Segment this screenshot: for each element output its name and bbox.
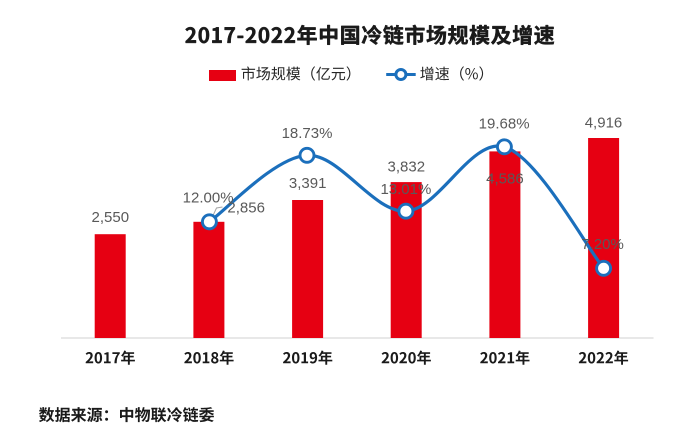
svg-text:3,391: 3,391	[289, 175, 327, 192]
svg-text:2,550: 2,550	[92, 209, 130, 226]
svg-text:12.00%: 12.00%	[183, 190, 234, 207]
svg-text:2,856: 2,856	[227, 200, 265, 217]
svg-text:13.01%: 13.01%	[380, 181, 431, 198]
svg-text:18.73%: 18.73%	[282, 125, 333, 142]
svg-text:7.20%: 7.20%	[581, 236, 624, 253]
svg-text:19.68%: 19.68%	[479, 115, 530, 132]
svg-text:3,832: 3,832	[388, 159, 426, 176]
svg-text:4,586: 4,586	[486, 171, 524, 188]
svg-text:4,916: 4,916	[585, 115, 623, 132]
